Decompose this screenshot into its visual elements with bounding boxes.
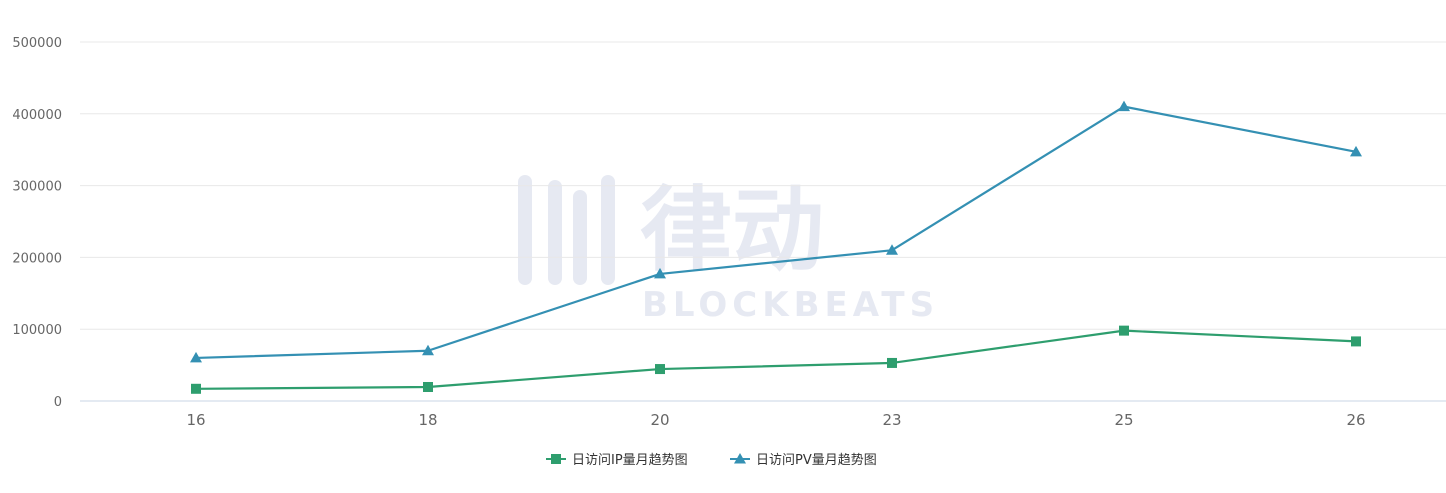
data-point-marker[interactable]: [1119, 325, 1129, 336]
y-tick-label: 500000: [12, 36, 62, 51]
series-layer: [190, 100, 1362, 394]
legend-marker: [734, 453, 746, 464]
watermark-text-en: BLOCKBEATS: [642, 285, 939, 325]
data-point-marker[interactable]: [886, 244, 898, 255]
legend-item[interactable]: 日访问PV量月趋势图: [730, 452, 877, 468]
x-tick-label: 23: [882, 411, 901, 429]
data-point-marker[interactable]: [655, 364, 665, 375]
y-tick-label: 200000: [12, 251, 62, 266]
y-tick-label: 300000: [12, 180, 62, 195]
x-tick-label: 16: [186, 411, 205, 429]
watermark-bar: [518, 175, 532, 285]
x-tick-label: 26: [1346, 411, 1365, 429]
x-axis: 16 18 20 23 25 26: [80, 400, 1446, 429]
data-point-marker[interactable]: [422, 344, 434, 356]
series-line: [195, 105, 1357, 360]
y-tick-label: 400000: [12, 108, 62, 123]
series-1: [190, 100, 1362, 363]
data-point-marker[interactable]: [654, 267, 666, 279]
legend-item[interactable]: 日访问IP量月趋势图: [546, 452, 688, 468]
data-point-marker[interactable]: [1118, 100, 1130, 112]
legend-marker: [551, 454, 561, 464]
data-point-marker[interactable]: [1350, 145, 1362, 157]
watermark-bar: [573, 190, 587, 285]
x-tick-label: 20: [650, 411, 669, 429]
grid-lines: [80, 41, 1446, 330]
legend-label: 日访问IP量月趋势图: [572, 452, 688, 468]
data-point-marker[interactable]: [190, 351, 202, 363]
y-tick-label: 0: [54, 395, 62, 410]
watermark-text-cn: 律动: [640, 177, 824, 284]
x-tick-label: 18: [418, 411, 437, 429]
watermark-bar: [548, 180, 562, 285]
data-point-marker[interactable]: [887, 357, 897, 368]
series-0: [191, 325, 1361, 394]
data-point-marker[interactable]: [1351, 336, 1361, 347]
y-tick-label: 100000: [12, 323, 62, 338]
series-line: [195, 329, 1357, 390]
data-point-marker[interactable]: [423, 381, 433, 392]
y-axis: 0 100000 200000 300000 400000 500000: [12, 36, 62, 410]
legend[interactable]: 日访问IP量月趋势图 日访问PV量月趋势图: [546, 452, 877, 468]
watermark-bar: [601, 175, 615, 285]
data-point-marker[interactable]: [191, 383, 201, 394]
x-tick-label: 25: [1114, 411, 1133, 429]
legend-label: 日访问PV量月趋势图: [756, 452, 877, 468]
